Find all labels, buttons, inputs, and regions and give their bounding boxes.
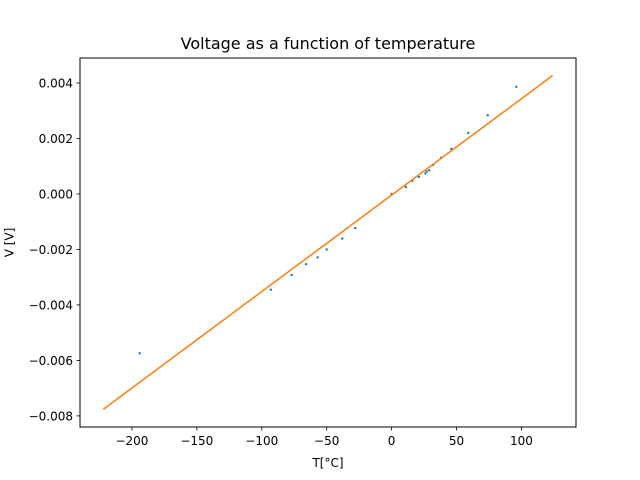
x-tick-label: 100	[510, 434, 533, 448]
y-tick-label: −0.002	[29, 243, 73, 257]
data-point	[341, 237, 344, 240]
data-point	[425, 170, 428, 173]
data-point	[467, 131, 470, 135]
data-point	[428, 169, 431, 172]
data-point	[316, 256, 319, 259]
x-axis-label: T[°C]	[311, 456, 343, 470]
y-tick-label: −0.004	[29, 298, 73, 312]
x-tick-label: −50	[314, 434, 339, 448]
y-tick-label: −0.006	[29, 354, 73, 368]
x-tick-label: −150	[180, 434, 213, 448]
y-tick-label: −0.008	[29, 409, 73, 423]
fit-line	[102, 74, 554, 410]
y-axis-label: V [V]	[3, 228, 17, 258]
y-axis: −0.008 −0.006 −0.004 −0.002 0.000 0.002 0.004	[29, 76, 80, 423]
data-point	[486, 113, 489, 117]
y-tick-label: 0.002	[39, 132, 73, 146]
x-tick-label: −200	[115, 434, 148, 448]
x-tick-label: −100	[245, 434, 278, 448]
plot-area	[102, 74, 554, 410]
data-point	[290, 273, 293, 277]
data-point	[404, 185, 408, 189]
x-tick-label: 50	[449, 434, 464, 448]
data-point	[325, 248, 328, 251]
data-point	[138, 352, 141, 355]
data-point	[354, 226, 357, 230]
data-point	[515, 85, 518, 89]
data-point	[304, 262, 308, 266]
data-point	[417, 175, 421, 179]
x-tick-label: 0	[388, 434, 396, 448]
y-tick-label: 0.000	[39, 187, 73, 201]
y-tick-label: 0.004	[39, 76, 73, 90]
axes-frame	[79, 57, 577, 428]
x-axis: −200 −150 −100 −50 0 50 100	[115, 427, 533, 448]
chart-title: Voltage as a function of temperature	[181, 34, 476, 53]
data-point	[269, 288, 273, 291]
data-point	[424, 172, 427, 175]
